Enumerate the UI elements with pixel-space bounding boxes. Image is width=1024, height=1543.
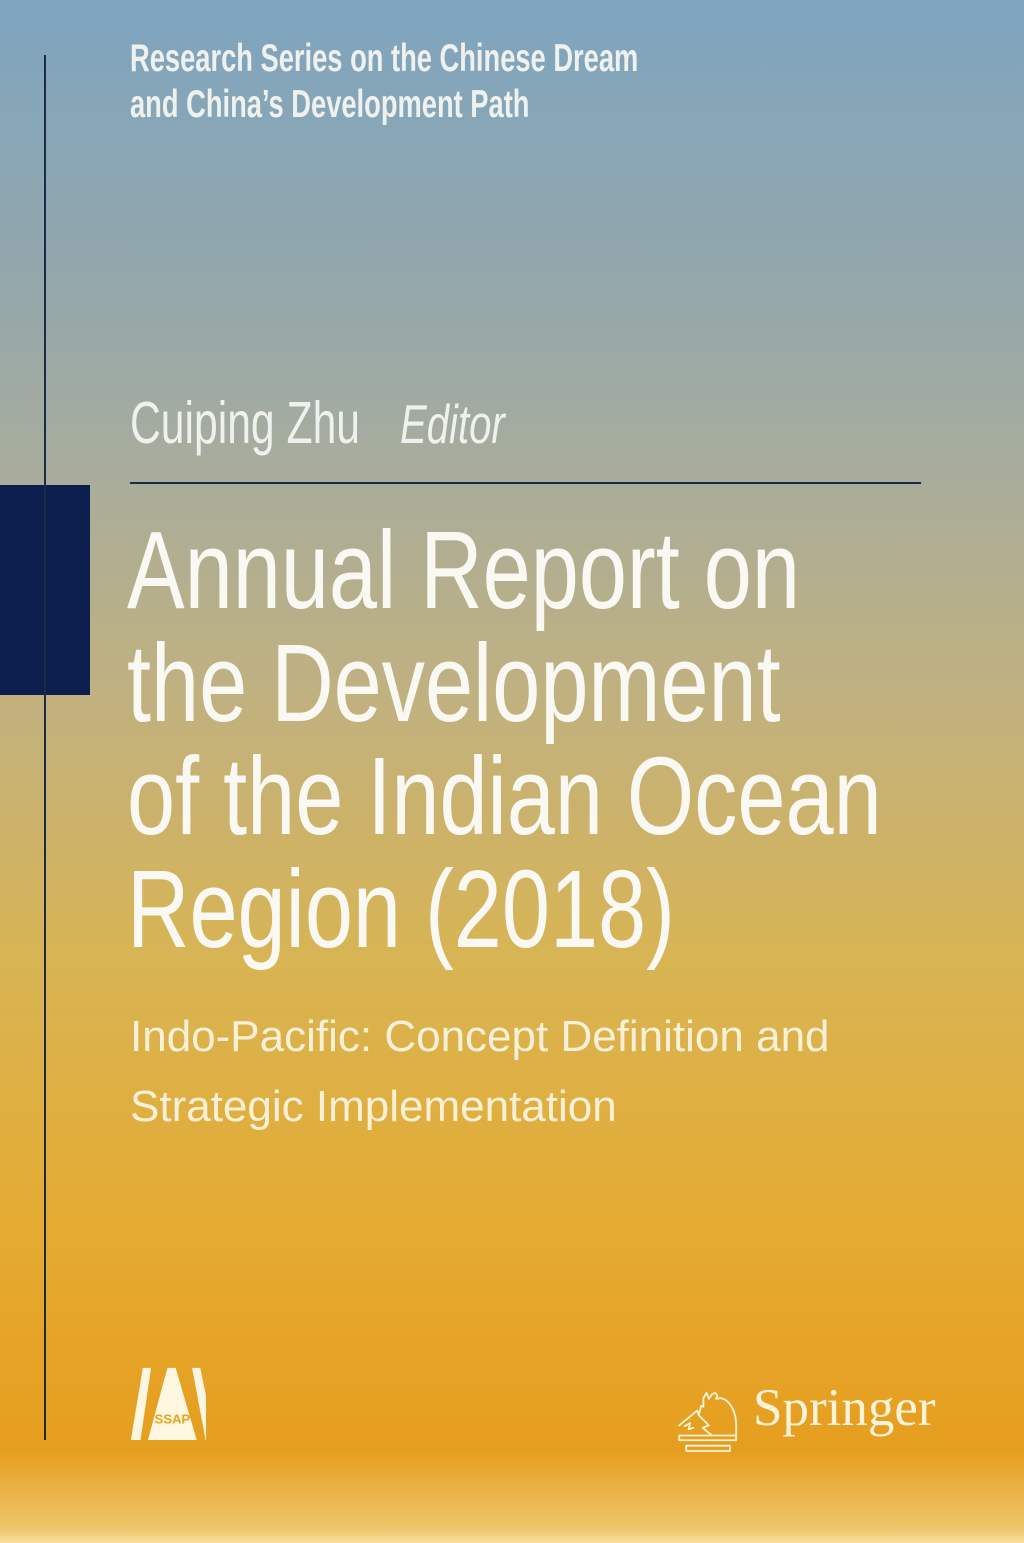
svg-text:SSAP: SSAP [155,1412,191,1427]
